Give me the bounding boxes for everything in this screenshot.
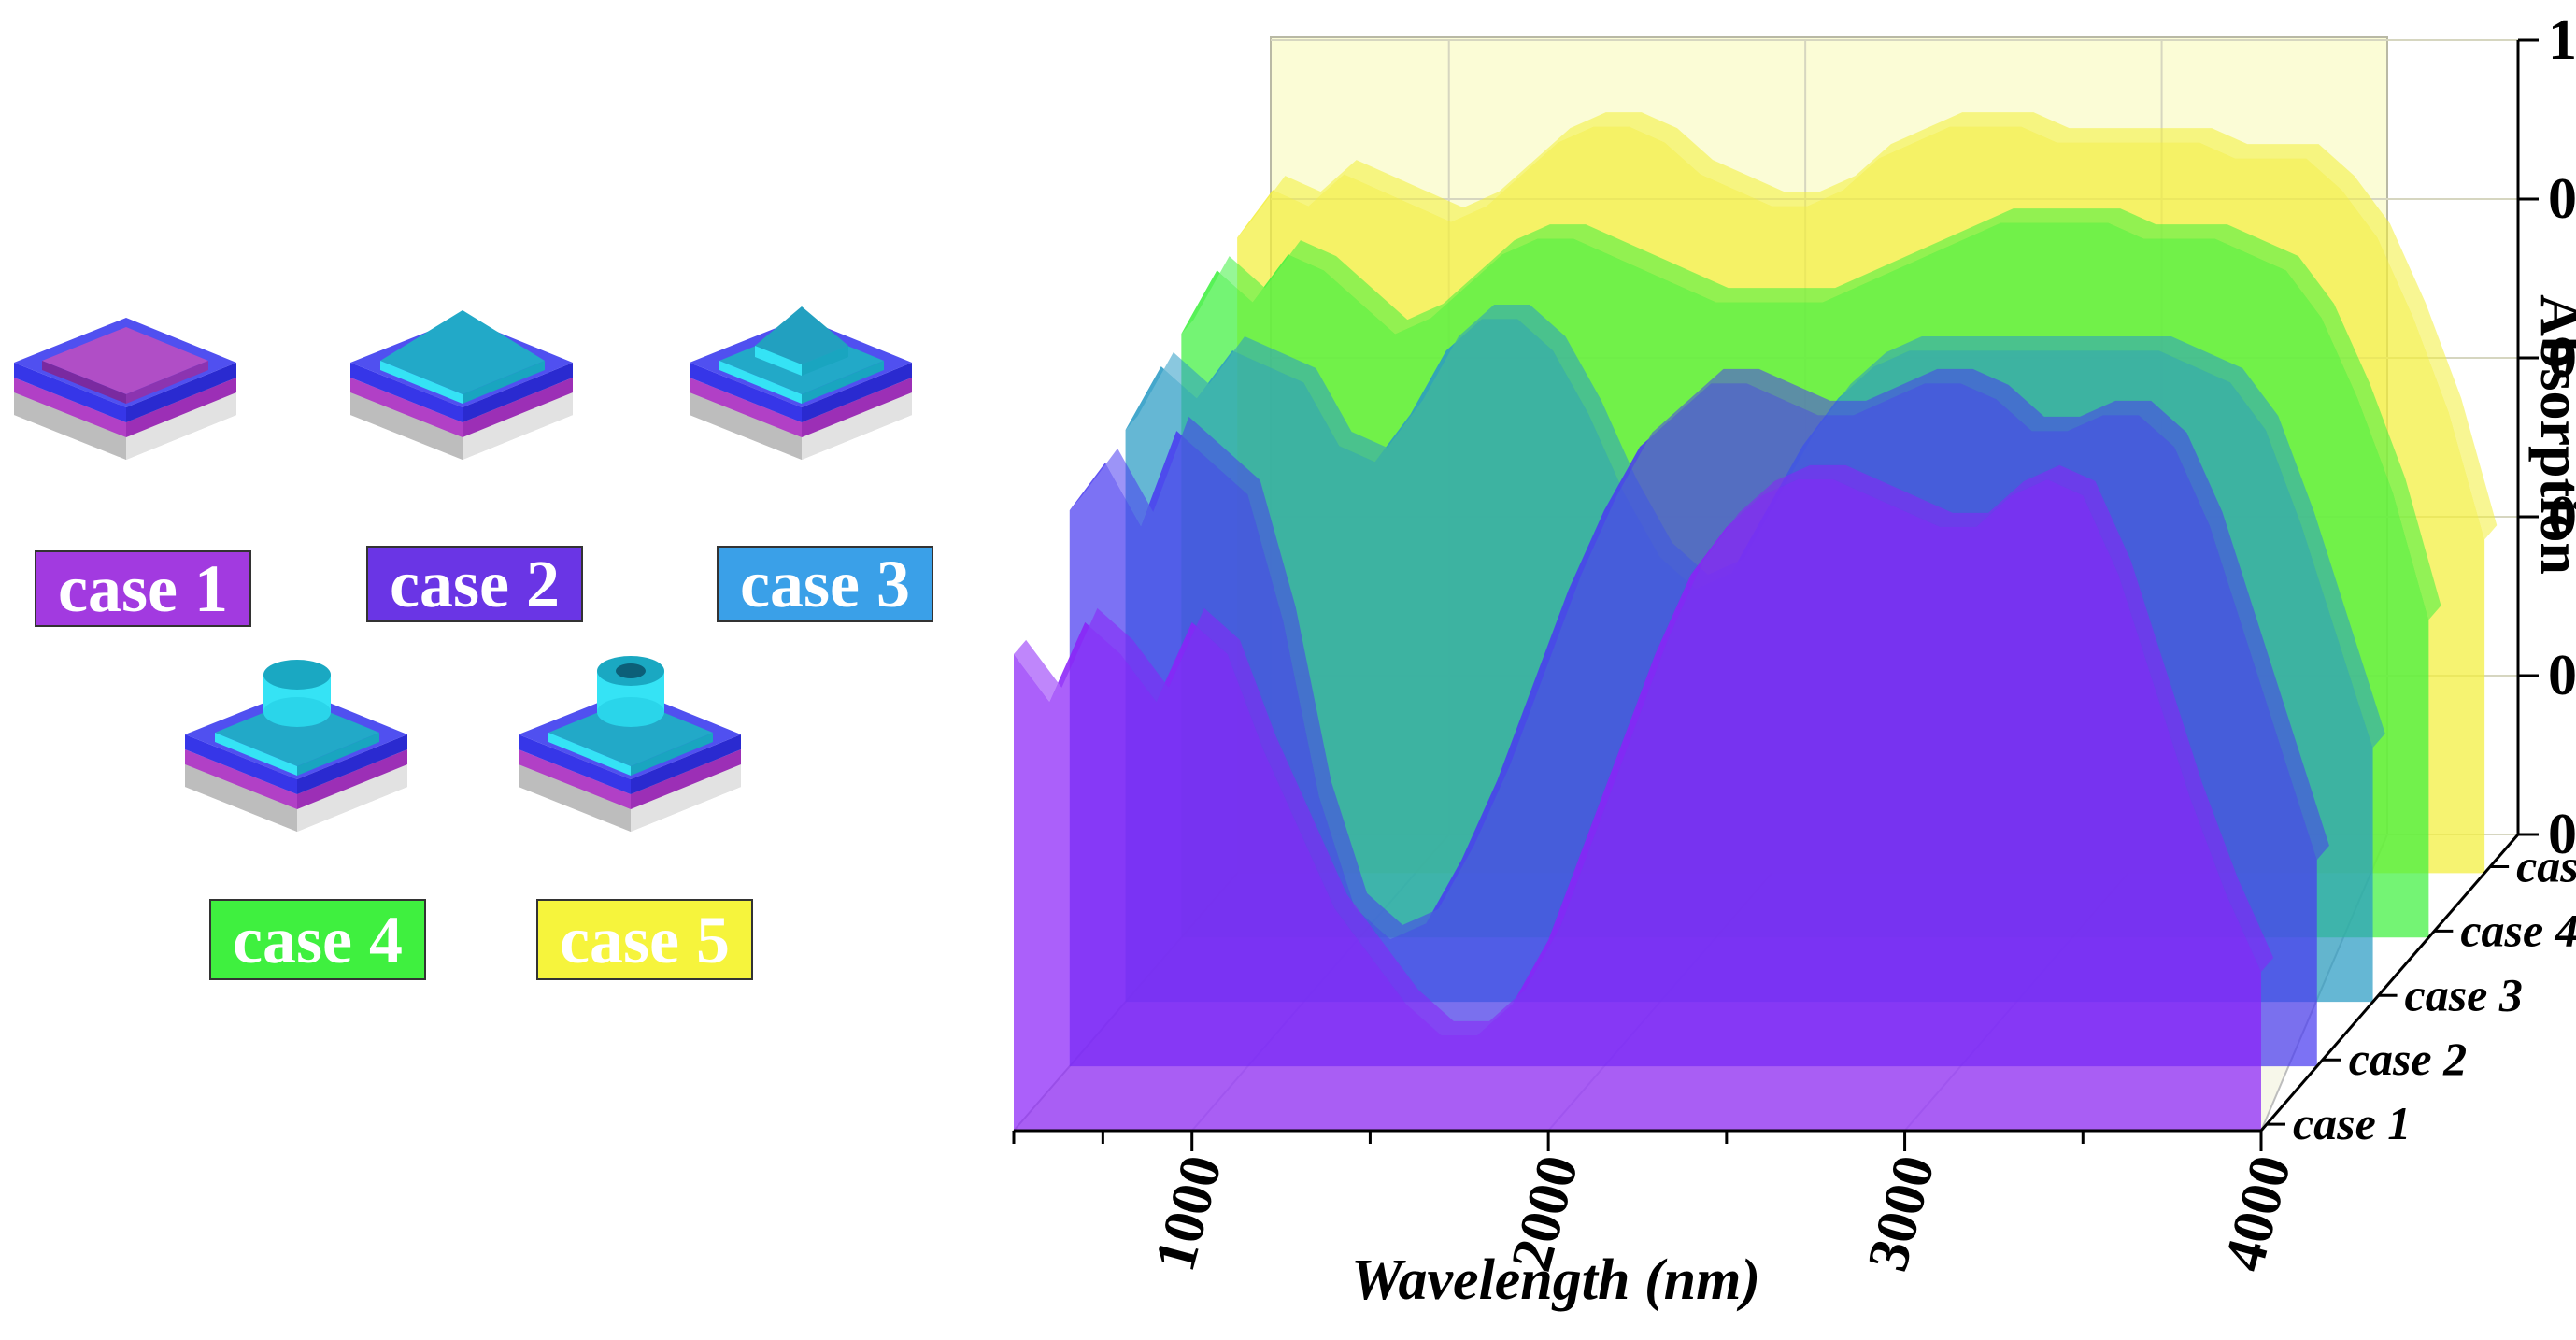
y-tick-label: 0.8 — [2548, 326, 2576, 390]
y-tick-label: 0.7 — [2548, 485, 2576, 549]
case-1-structure-icon — [14, 318, 236, 460]
case-label-box — [366, 546, 583, 622]
case-label-text: case 4 — [233, 903, 403, 977]
case-label-text: case 2 — [390, 547, 560, 621]
x-tick-label: 4000 — [2212, 1149, 2303, 1277]
y-tick-label: 0.5 — [2548, 803, 2576, 866]
case-label-text: case 5 — [560, 903, 730, 977]
z-tick-label: case 3 — [2405, 968, 2523, 1020]
x-tick-label: 1000 — [1143, 1149, 1234, 1277]
case-label-4: case 4 — [209, 899, 426, 980]
z-tick-label: case 1 — [2293, 1097, 2411, 1149]
case-label-box — [536, 899, 753, 980]
case-label-3: case 3 — [717, 546, 933, 622]
series-ribbon — [1069, 368, 2329, 940]
case-label-box — [35, 550, 251, 627]
x-tick-label: 3000 — [1856, 1149, 1947, 1277]
y-axis-title: Absorption — [2528, 294, 2576, 575]
series-ribbon — [1014, 464, 2274, 1036]
case-2-structure-icon — [350, 310, 573, 460]
x-axis-title: Wavelength (nm) — [1351, 1248, 1760, 1312]
case-label-text: case 1 — [58, 551, 228, 626]
z-tick-label: case 4 — [2460, 904, 2576, 956]
case-label-2: case 2 — [366, 546, 583, 622]
case-label-text: case 3 — [740, 547, 910, 621]
case-label-1: case 1 — [35, 550, 251, 627]
series-ribbon — [1181, 208, 2441, 620]
case-4-structure-icon — [185, 660, 407, 832]
z-tick-label: case 2 — [2349, 1033, 2467, 1085]
series-ribbon — [1125, 305, 2385, 748]
z-tick-label: case 5 — [2516, 839, 2576, 891]
series-wall — [1014, 464, 2274, 1131]
y-tick-label: 1.0 — [2548, 8, 2576, 72]
series-area — [1014, 479, 2261, 1131]
y-tick-label: 0.9 — [2548, 167, 2576, 231]
case-3-structure-icon — [690, 306, 912, 460]
case-label-box — [209, 899, 426, 980]
case-label-5: case 5 — [536, 899, 753, 980]
y-tick-label: 0.6 — [2548, 644, 2576, 707]
series-layer — [1014, 112, 2498, 1131]
case-label-box — [717, 546, 933, 622]
case-5-structure-icon — [519, 656, 741, 832]
z-axis-line — [2259, 834, 2520, 1132]
